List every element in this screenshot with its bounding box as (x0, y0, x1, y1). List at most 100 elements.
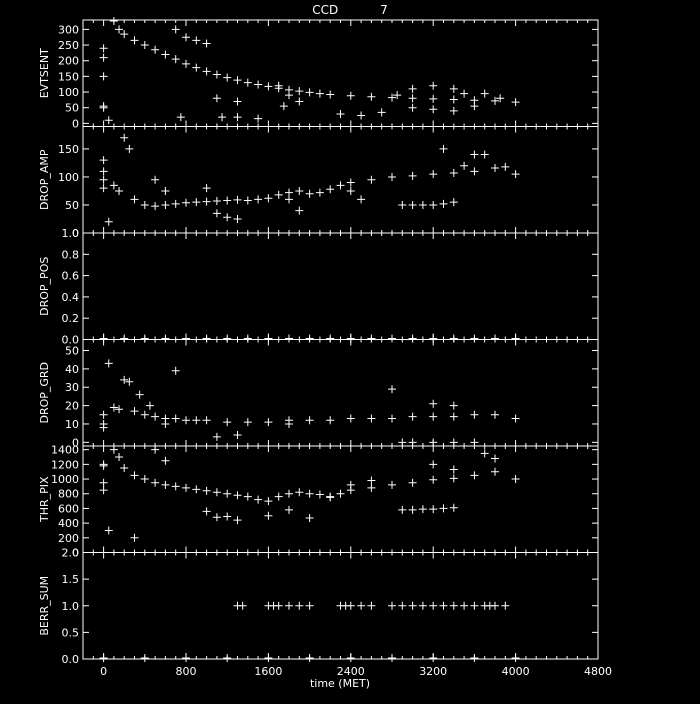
data-point (264, 82, 273, 91)
data-point (279, 102, 288, 111)
y-tick-label: 100 (58, 86, 79, 99)
data-point (305, 601, 314, 610)
data-point (99, 103, 108, 112)
data-point (212, 488, 221, 497)
data-point (233, 214, 242, 223)
data-point (367, 414, 376, 423)
y-tick-label: 1400 (51, 444, 79, 457)
data-point (305, 489, 314, 498)
data-point (130, 533, 139, 542)
data-point (171, 366, 180, 375)
data-point (408, 103, 417, 112)
y-tick-label: 0 (72, 117, 79, 130)
data-point (145, 401, 154, 410)
data-point (305, 416, 314, 425)
y-tick-label: 1.5 (62, 573, 80, 586)
data-point (439, 144, 448, 153)
y-axis-label: DROP_AMP (38, 149, 51, 210)
data-point (135, 390, 144, 399)
data-point (470, 654, 479, 662)
data-point (480, 89, 489, 98)
data-point (274, 601, 283, 610)
data-point (115, 186, 124, 195)
data-point (264, 511, 273, 520)
data-point (326, 493, 335, 502)
data-point (125, 377, 134, 386)
data-point (264, 654, 273, 662)
data-point (393, 91, 402, 100)
data-point (429, 601, 438, 610)
data-point (470, 471, 479, 480)
y-axis-label: DROP_GRD (38, 362, 51, 424)
data-point (398, 601, 407, 610)
data-point (408, 505, 417, 514)
data-point (218, 113, 227, 122)
y-tick-label: 0.0 (62, 653, 80, 666)
data-point (460, 601, 469, 610)
data-point (161, 456, 170, 465)
data-point (295, 488, 304, 497)
data-point (429, 460, 438, 469)
data-point (202, 507, 211, 516)
data-point (429, 412, 438, 421)
panel-berr-sum: 0.0 0.5 1.0 1.5 2.0 BERR_SUM (38, 547, 599, 666)
data-point (161, 480, 170, 489)
data-point (202, 416, 211, 425)
data-point (140, 475, 149, 484)
data-point (429, 200, 438, 209)
data-point (161, 50, 170, 59)
y-tick-label: 200 (58, 55, 79, 68)
data-point (223, 418, 232, 427)
data-point (511, 475, 520, 484)
data-point (449, 438, 458, 447)
data-point (470, 150, 479, 159)
data-point (233, 97, 242, 106)
data-point (408, 438, 417, 447)
data-point (285, 489, 293, 498)
data-point (449, 503, 458, 512)
y-tick-label: 0 (72, 227, 79, 240)
data-point (233, 76, 242, 85)
y-tick-label: 30 (65, 381, 79, 394)
data-point (109, 181, 118, 190)
x-tick-label: 4000 (502, 665, 530, 678)
data-point (99, 175, 108, 184)
data-point (212, 70, 221, 79)
data-point (511, 414, 520, 423)
data-point (151, 478, 160, 487)
data-point (285, 91, 293, 100)
data-point (305, 88, 314, 97)
data-point (470, 410, 479, 419)
data-point (357, 195, 366, 204)
data-point (151, 445, 160, 454)
data-point (99, 53, 108, 62)
y-tick-label: 1.0 (62, 227, 80, 240)
y-tick-label: 1200 (51, 458, 79, 471)
data-point (212, 513, 221, 522)
data-point (315, 188, 324, 197)
data-point (99, 654, 108, 662)
data-point (243, 78, 252, 87)
data-point (346, 654, 355, 662)
data-point (305, 189, 314, 198)
data-point (182, 416, 190, 425)
panel-drop-grd: 0 10 20 30 40 50 DROP_GRD (38, 339, 599, 449)
data-point (171, 25, 180, 34)
data-point (398, 200, 407, 209)
data-point (285, 195, 293, 204)
data-point (161, 419, 170, 428)
data-point (264, 418, 273, 427)
data-point (449, 198, 458, 207)
data-point (120, 30, 129, 39)
data-point (140, 200, 149, 209)
data-point (398, 505, 407, 514)
data-point (99, 486, 108, 495)
data-point (449, 401, 458, 410)
data-point (233, 430, 242, 439)
y-tick-label: 0.2 (62, 312, 80, 325)
data-point (202, 486, 211, 495)
y-tick-label: 10 (65, 418, 79, 431)
data-point (408, 84, 417, 93)
panel-evtsent: 0 50 100 150 200 250 300 EVTSENT (38, 17, 599, 130)
